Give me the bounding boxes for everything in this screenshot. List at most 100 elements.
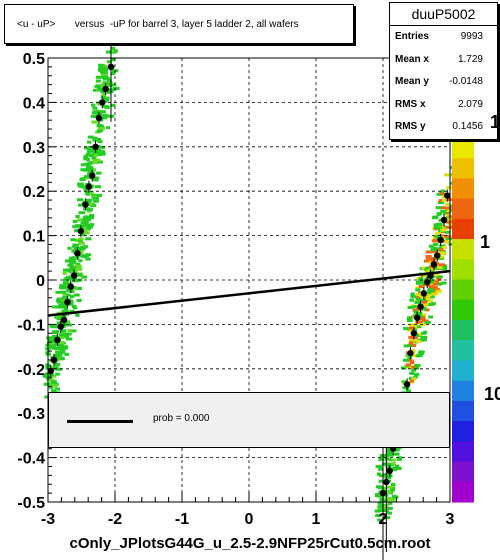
heatmap-cell xyxy=(427,291,433,295)
heatmap-cell xyxy=(448,215,455,219)
heatmap-cell xyxy=(391,462,396,466)
heatmap-cell xyxy=(55,341,62,345)
heatmap-cell xyxy=(87,224,93,228)
heatmap-cell xyxy=(432,273,438,277)
y-tick-label: 0.1 xyxy=(23,229,45,246)
heatmap-cell xyxy=(437,226,443,230)
heatmap-cell xyxy=(405,363,412,367)
profile-point xyxy=(64,299,71,306)
heatmap-cell xyxy=(83,175,91,179)
heatmap-cell xyxy=(421,266,429,270)
heatmap-cell xyxy=(76,198,84,202)
heatmap-cell xyxy=(95,171,102,175)
heatmap-cell xyxy=(444,173,451,177)
heatmap-cell xyxy=(46,366,51,370)
heatmap-cell xyxy=(91,156,97,160)
heatmap-cell xyxy=(73,293,80,297)
heatmap-cell xyxy=(101,92,107,96)
heatmap-cell xyxy=(58,286,66,290)
heatmap-cell xyxy=(99,150,106,154)
palette-cell xyxy=(452,259,474,281)
heatmap-cell xyxy=(385,474,393,478)
z-tick-label: 10 xyxy=(484,384,500,404)
x-tick-label: -2 xyxy=(108,511,122,528)
heatmap-cell xyxy=(46,378,54,382)
palette-cell xyxy=(452,441,474,463)
heatmap-cell xyxy=(406,389,412,393)
heatmap-cell xyxy=(374,509,381,513)
heatmap-cell xyxy=(76,218,84,222)
stats-value: 9993 xyxy=(460,31,483,42)
profile-point xyxy=(47,367,54,375)
heatmap-cell xyxy=(413,310,419,314)
profile-point xyxy=(440,216,448,224)
heatmap-cell xyxy=(111,83,117,87)
heatmap-cell xyxy=(439,263,446,267)
heatmap-cell xyxy=(68,256,75,260)
heatmap-cell xyxy=(410,292,415,296)
heatmap-cell xyxy=(435,235,442,239)
heatmap-cell xyxy=(391,494,397,498)
heatmap-cell xyxy=(87,216,95,220)
heatmap-cell xyxy=(102,96,110,100)
x-tick-label: -3 xyxy=(41,511,55,528)
heatmap-cell xyxy=(378,467,384,471)
stats-value: 2.079 xyxy=(457,98,483,110)
heatmap-cell xyxy=(56,315,62,319)
heatmap-cell xyxy=(407,316,412,320)
heatmap-cell xyxy=(105,126,111,130)
heatmap-cell xyxy=(44,372,50,376)
heatmap-cell xyxy=(421,313,426,317)
heatmap-cell xyxy=(419,317,426,321)
heatmap-cell xyxy=(84,191,90,195)
heatmap-cell xyxy=(51,331,59,335)
heatmap-cell xyxy=(413,323,418,327)
heatmap-cell xyxy=(97,123,102,127)
heatmap-cell xyxy=(437,201,445,205)
heatmap-cell xyxy=(69,265,76,269)
heatmap-cell xyxy=(86,140,92,144)
heatmap-cell xyxy=(110,46,116,50)
heatmap-cell xyxy=(59,345,65,349)
heatmap-cell xyxy=(61,290,66,294)
heatmap-cell xyxy=(386,490,392,494)
heatmap-cell xyxy=(96,148,102,152)
heatmap-cell xyxy=(58,304,63,308)
heatmap-cell xyxy=(106,60,113,64)
heatmap-cell xyxy=(409,339,416,343)
heatmap-cell xyxy=(58,305,65,309)
legend-box: prob = 0.000 xyxy=(48,392,450,448)
heatmap-cell xyxy=(53,353,59,357)
heatmap-cell xyxy=(81,275,88,279)
heatmap-cell xyxy=(109,114,115,118)
heatmap-cell xyxy=(47,383,55,387)
heatmap-cell xyxy=(87,209,92,213)
heatmap-cell xyxy=(52,305,60,309)
heatmap-cell xyxy=(92,106,98,110)
heatmap-cell xyxy=(383,487,388,491)
heatmap-cell xyxy=(55,372,60,376)
heatmap-cell xyxy=(403,327,409,331)
heatmap-cell xyxy=(86,225,93,229)
heatmap-cell xyxy=(427,299,434,303)
heatmap-cell xyxy=(88,153,94,157)
heatmap-cell xyxy=(85,192,91,196)
heatmap-cell xyxy=(106,90,112,94)
heatmap-cell xyxy=(92,154,98,158)
heatmap-cell xyxy=(51,344,56,348)
heatmap-cell xyxy=(390,483,396,487)
profile-point xyxy=(444,192,451,199)
heatmap-cell xyxy=(409,326,416,330)
heatmap-cell xyxy=(384,497,392,501)
heatmap-cell xyxy=(67,323,73,327)
heatmap-cell xyxy=(397,466,402,470)
heatmap-cell xyxy=(56,317,62,321)
heatmap-cell xyxy=(67,246,72,250)
heatmap-cell xyxy=(436,222,443,226)
heatmap-cell xyxy=(442,195,447,199)
heatmap-cell xyxy=(422,319,429,323)
heatmap-cell xyxy=(412,354,419,358)
heatmap-cell xyxy=(429,268,435,272)
heatmap-cell xyxy=(111,72,116,76)
heatmap-cell xyxy=(85,153,91,157)
